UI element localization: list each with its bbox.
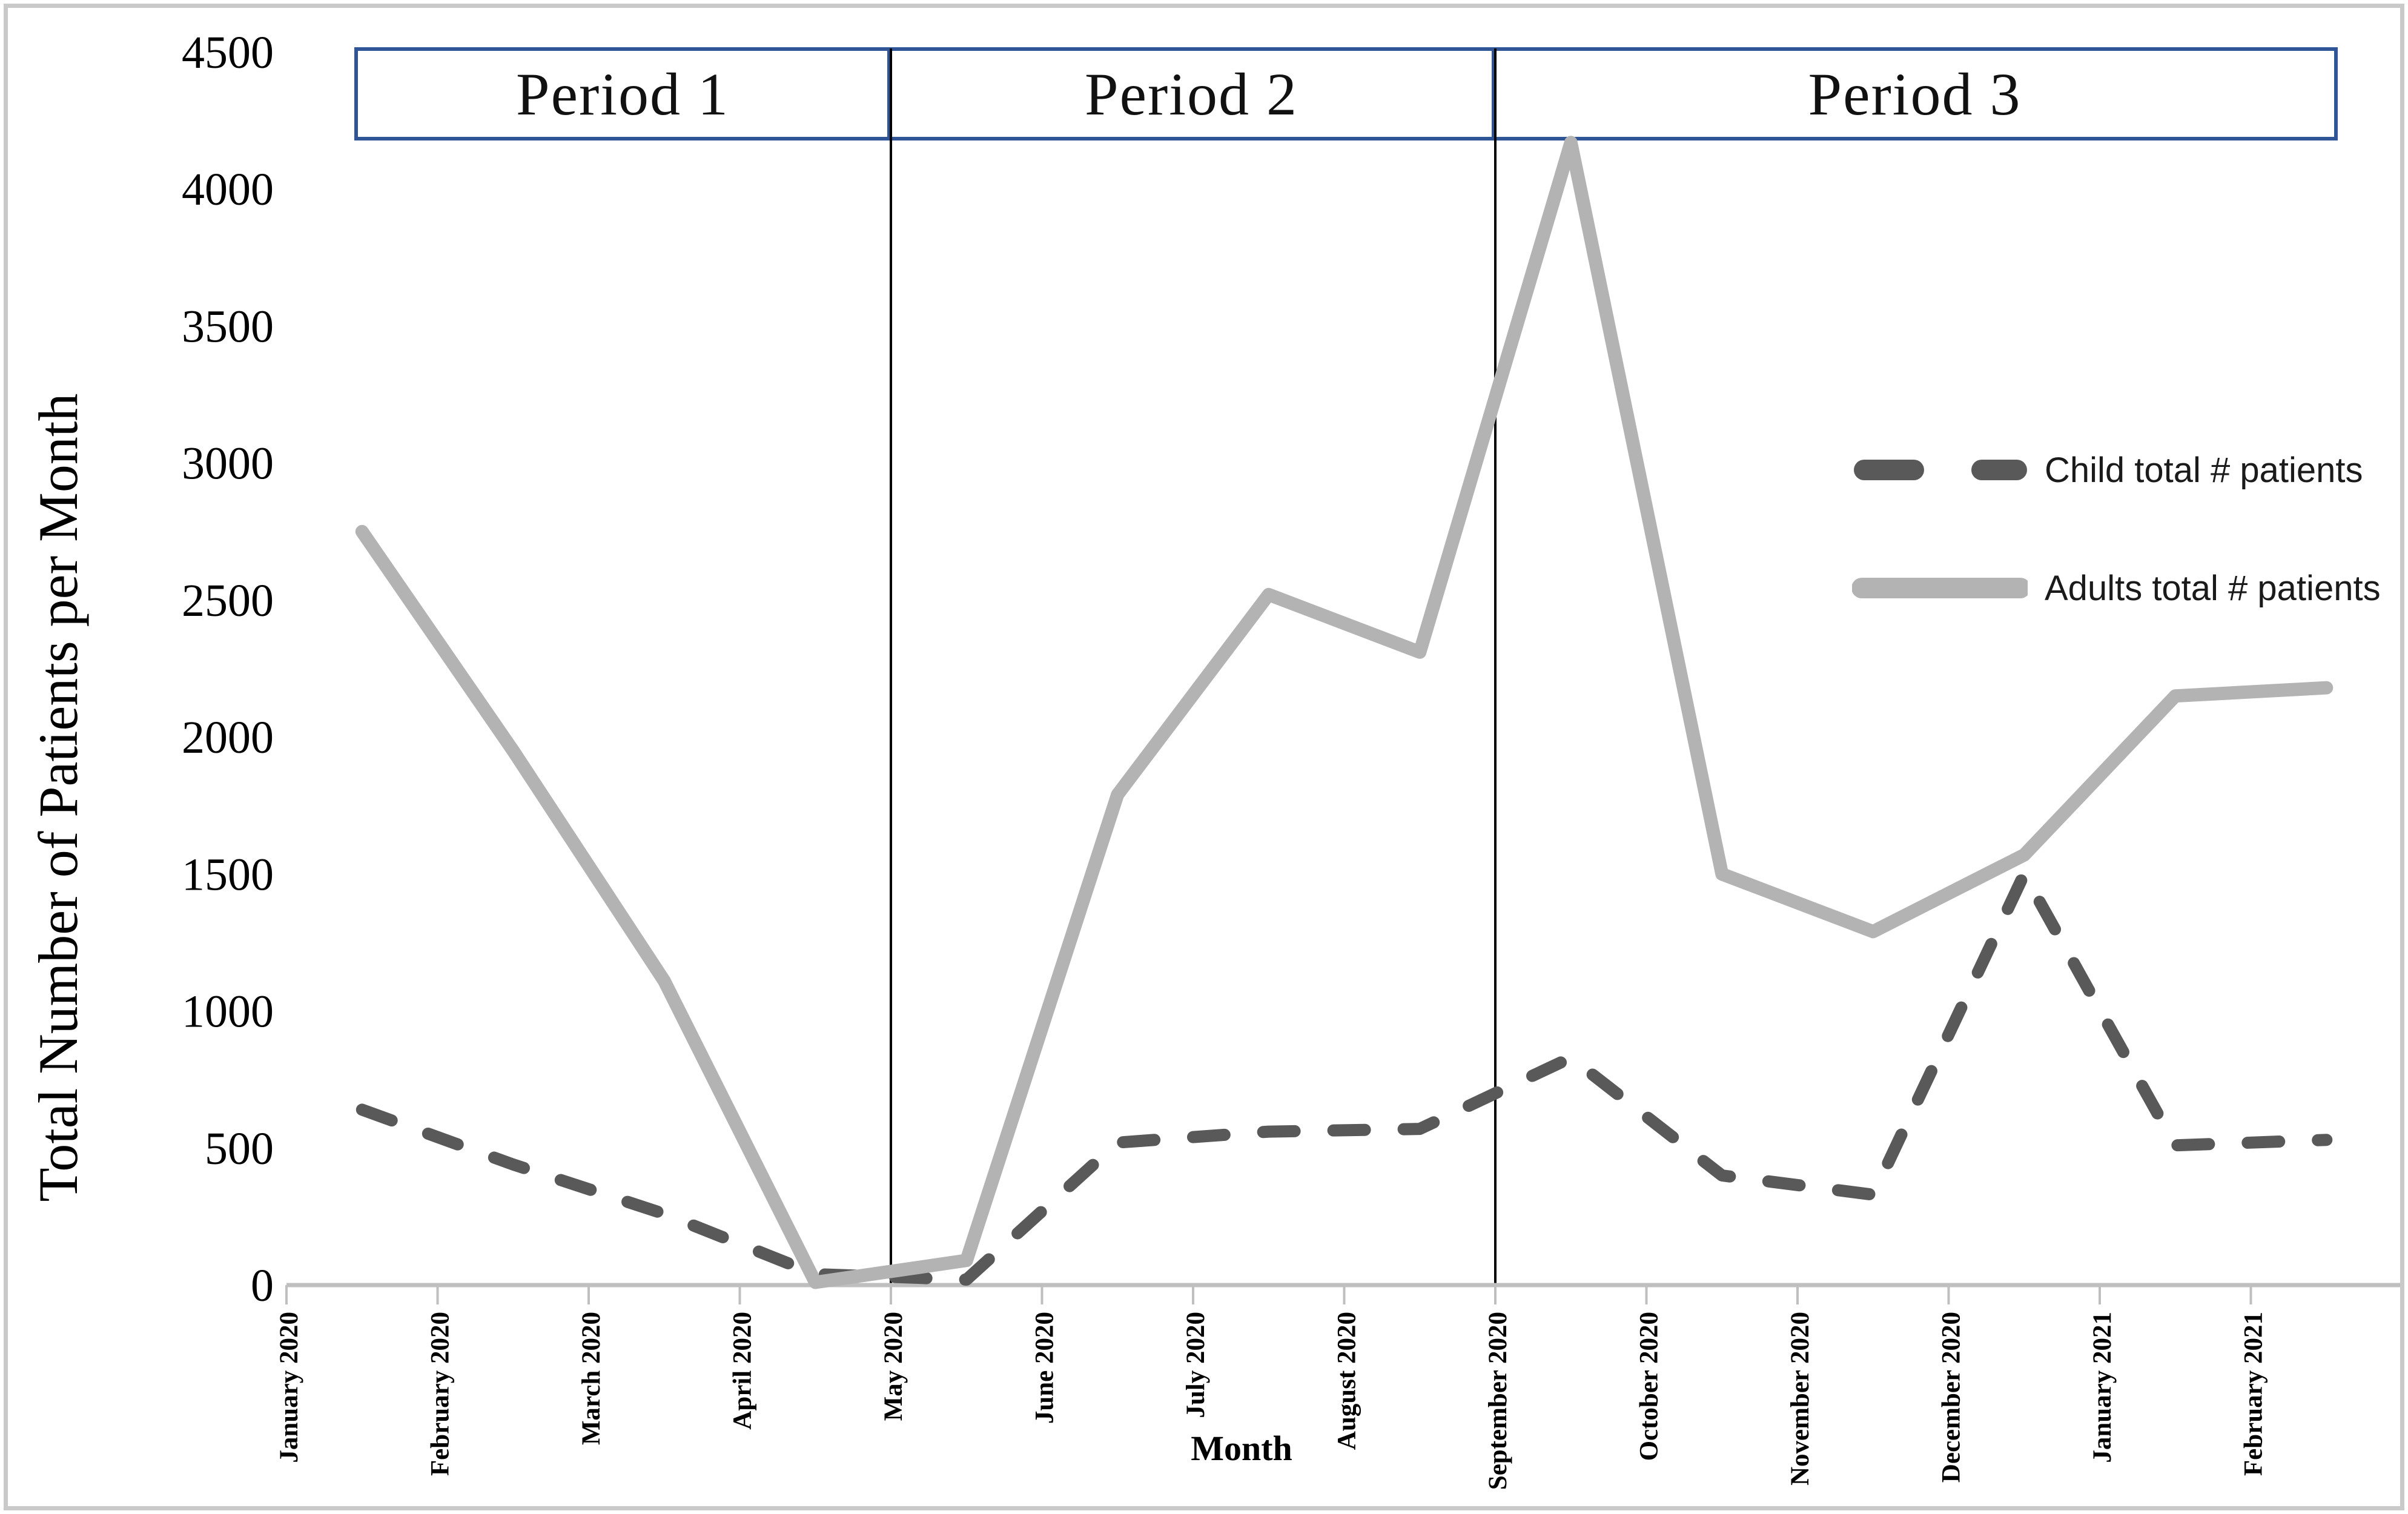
- x-tick-label: December 2020: [1937, 1312, 1966, 1483]
- y-axis-title: Total Number of Patients per Month: [27, 393, 89, 1202]
- legend-item-child: Child total # patients: [1852, 446, 2397, 494]
- x-tick-label: March 2020: [577, 1312, 606, 1445]
- period-divider-may-2020: [890, 48, 892, 1285]
- x-tick-label: February 2020: [426, 1312, 455, 1476]
- y-tick-label: 3000: [182, 438, 274, 489]
- x-tick-label: January 2020: [275, 1312, 303, 1463]
- x-tick-label: July 2020: [1182, 1312, 1210, 1418]
- y-axis-tick-labels: 0 500 1000 1500 2000 2500 3000 3500 4000 4500: [182, 27, 274, 1311]
- period-2-box: Period 2: [887, 47, 1495, 140]
- y-tick-label: 1000: [182, 987, 274, 1037]
- y-tick-label: 0: [251, 1260, 274, 1311]
- adults-solid-line-sample: [1852, 578, 2028, 598]
- child-dashed-line-sample: [1854, 460, 2027, 480]
- x-axis-tick-labels: January 2020 February 2020 March 2020 April…: [275, 1312, 2268, 1490]
- y-tick-label: 4000: [182, 164, 274, 215]
- legend-item-adults: Adults total # patients: [1852, 564, 2397, 612]
- y-tick-label: 500: [205, 1123, 274, 1174]
- x-tick-label: January 2021: [2088, 1312, 2117, 1463]
- child-series-line: [356, 868, 2333, 1286]
- y-tick-label: 3500: [182, 301, 274, 352]
- y-tick-label: 4500: [182, 27, 274, 78]
- x-tick-label: February 2021: [2240, 1312, 2268, 1476]
- y-tick-label: 1500: [182, 849, 274, 900]
- period-3-box: Period 3: [1492, 47, 2338, 140]
- x-tick-label: June 2020: [1031, 1312, 1059, 1424]
- x-axis-title: Month: [1191, 1429, 1292, 1468]
- period-2-label: Period 2: [1084, 60, 1298, 128]
- data-series: [355, 136, 2334, 1289]
- y-tick-label: 2500: [182, 575, 274, 626]
- legend: Child total # patients Adults total # pa…: [1852, 446, 2397, 682]
- x-tick-label: November 2020: [1786, 1312, 1814, 1486]
- x-tick-label: April 2020: [729, 1312, 757, 1430]
- x-axis: [285, 1283, 2403, 1304]
- period-1-box: Period 1: [354, 47, 891, 140]
- period-divider-september-2020: [1494, 48, 1497, 1285]
- adults-series-line: [355, 136, 2334, 1289]
- legend-label-child: Child total # patients: [2045, 450, 2363, 490]
- legend-label-adults: Adults total # patients: [2045, 568, 2381, 608]
- period-3-label: Period 3: [1808, 60, 2022, 128]
- y-tick-label: 2000: [182, 712, 274, 763]
- x-tick-label: October 2020: [1635, 1312, 1664, 1461]
- period-1-label: Period 1: [515, 60, 730, 128]
- x-tick-label: September 2020: [1484, 1312, 1512, 1490]
- x-tick-label: May 2020: [879, 1312, 908, 1421]
- x-tick-label: August 2020: [1333, 1312, 1361, 1450]
